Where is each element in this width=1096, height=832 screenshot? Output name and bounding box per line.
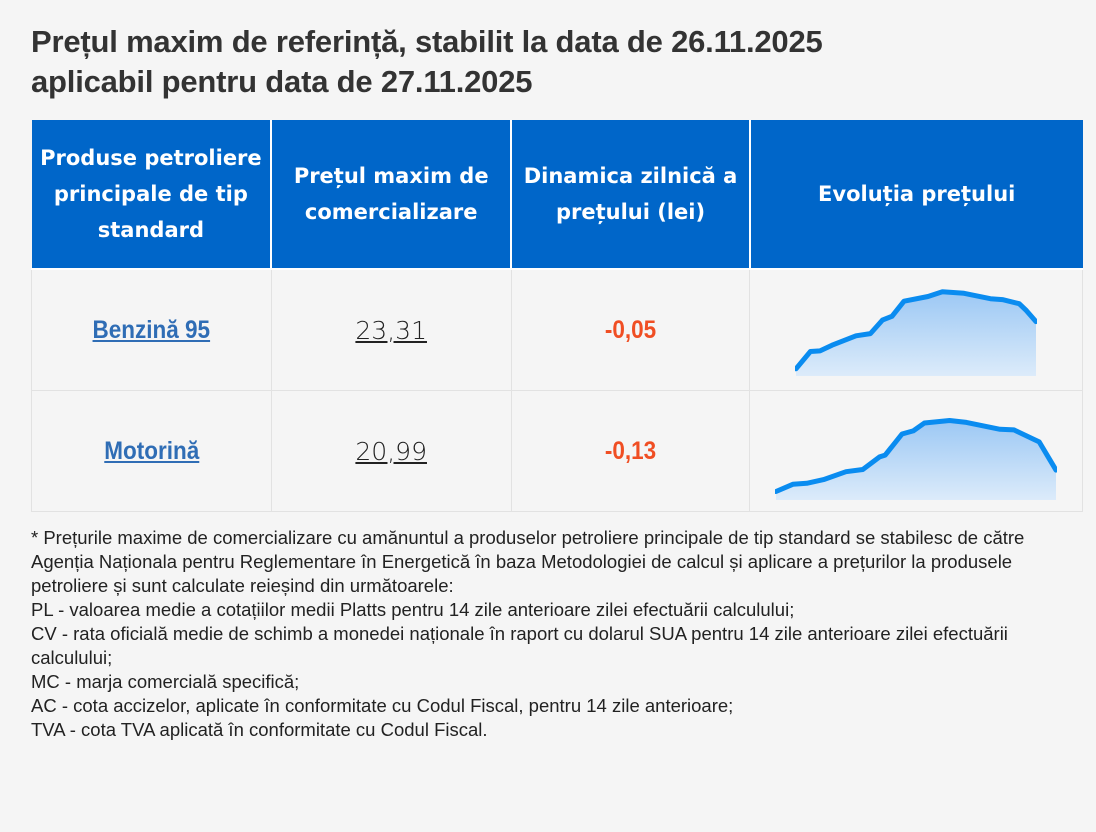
daily-change-value: -0,13 bbox=[604, 436, 657, 465]
sparkline-benzina-95 bbox=[795, 289, 1038, 376]
header-price-evolution: Evoluția prețului bbox=[748, 120, 1083, 270]
price-table: Produse petroliere principale de tip sta… bbox=[31, 120, 1083, 512]
page-title: Prețul maxim de referință, stabilit la d… bbox=[31, 22, 823, 102]
table-header-row: Produse petroliere principale de tip sta… bbox=[31, 120, 1083, 270]
price-value[interactable]: 23,31 bbox=[355, 315, 427, 345]
sparkline-area bbox=[776, 420, 1057, 500]
footnote-ac: AC - cota accizelor, aplicate în conform… bbox=[31, 695, 734, 716]
product-link-benzina-95[interactable]: Benzină 95 bbox=[92, 315, 211, 344]
table-row: Benzină 95 23,31 -0,05 bbox=[31, 268, 1083, 391]
footnote: * Prețurile maxime de comercializare cu … bbox=[31, 526, 1071, 742]
footnote-intro: * Prețurile maxime de comercializare cu … bbox=[31, 527, 1025, 596]
sparkline-line bbox=[795, 289, 1038, 372]
footnote-mc: MC - marja comercială specifică; bbox=[31, 671, 300, 692]
title-line-1: Prețul maxim de referință, stabilit la d… bbox=[31, 24, 823, 59]
footnote-pl: PL - valoarea medie a cotațiilor medii P… bbox=[31, 599, 795, 620]
table-row: Motorină 20,99 -0,13 bbox=[31, 390, 1083, 512]
product-link-motorina[interactable]: Motorină bbox=[103, 436, 199, 465]
header-price: Prețul maxim de comercializare bbox=[270, 120, 513, 270]
footnote-cv: CV - rata oficială medie de schimb a mon… bbox=[31, 623, 1008, 668]
title-line-2: aplicabil pentru data de 27.11.2025 bbox=[31, 64, 533, 99]
sparkline-motorina bbox=[775, 418, 1058, 500]
sparkline-area bbox=[796, 291, 1037, 376]
footnote-tva: TVA - cota TVA aplicată în conformitate … bbox=[31, 719, 488, 740]
header-product: Produse petroliere principale de tip sta… bbox=[31, 120, 273, 270]
price-value[interactable]: 20,99 bbox=[355, 436, 427, 466]
daily-change-value: -0,05 bbox=[604, 315, 657, 344]
header-daily-change: Dinamica zilnică a prețului (lei) bbox=[510, 120, 751, 270]
sparkline-line bbox=[775, 418, 1058, 494]
